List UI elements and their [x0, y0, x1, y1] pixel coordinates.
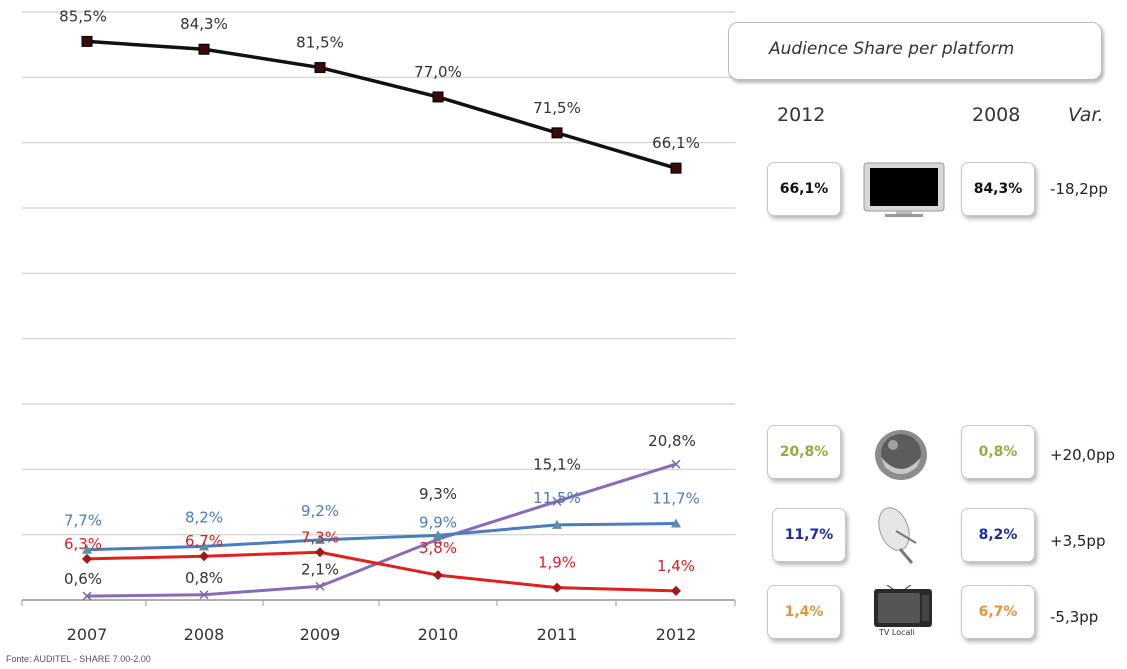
- series-line: [86, 522, 677, 552]
- row-sky-var: +20,0pp: [1050, 446, 1116, 464]
- data-label: 11,7%: [652, 490, 700, 508]
- data-point: [432, 91, 444, 103]
- series-line: [86, 39, 677, 170]
- data-label: 11,5%: [533, 489, 581, 507]
- data-label: 0,6%: [64, 570, 102, 588]
- panel-title: Audience Share per platform: [769, 39, 1015, 59]
- data-point: [315, 547, 325, 558]
- x-tick-label: 2011: [537, 625, 578, 644]
- data-point: [82, 544, 92, 554]
- row-local-var: -5,3pp: [1050, 608, 1099, 626]
- data-label: 1,4%: [657, 557, 695, 575]
- data-point: [670, 162, 682, 174]
- data-label: 2,1%: [301, 560, 339, 578]
- data-label: 7,7%: [64, 512, 102, 530]
- data-label: 84,3%: [180, 15, 228, 33]
- line-chart: 2007 2008 2009 2010 2011 2012 85,5% 84,3% 81,5% 7…: [21, 7, 736, 644]
- data-point: [199, 541, 209, 551]
- data-point: [552, 582, 562, 593]
- data-point: [81, 35, 93, 47]
- panel-title-box: Audience Share per platform: [728, 22, 1102, 80]
- series-line: [86, 462, 677, 598]
- data-label: 6,7%: [185, 532, 223, 550]
- row-tv-var: -18,2pp: [1050, 180, 1108, 198]
- data-label: 77,0%: [414, 63, 462, 81]
- data-label: 9,9%: [419, 513, 457, 531]
- series-line: [86, 550, 677, 593]
- x-tick-label: 2009: [300, 625, 341, 644]
- row-sat-var: +3,5pp: [1050, 532, 1106, 550]
- data-label: 7,3%: [301, 528, 339, 546]
- data-point: [315, 534, 325, 544]
- data-point: [671, 459, 681, 469]
- satellite-dish-icon: [870, 503, 930, 570]
- data-label: 1,9%: [538, 554, 576, 572]
- data-label: 81,5%: [296, 34, 344, 52]
- data-label: 8,2%: [185, 508, 223, 526]
- data-label: 66,1%: [652, 134, 700, 152]
- row-sky-2008: 0,8%: [961, 425, 1035, 479]
- data-label: 3,8%: [419, 539, 457, 557]
- flat-tv-icon: [863, 162, 945, 223]
- row-sat-2012: 11,7%: [772, 508, 846, 562]
- data-label: 9,3%: [419, 485, 457, 503]
- data-point: [552, 496, 562, 506]
- x-tick-label: 2007: [67, 625, 108, 644]
- row-sky-2012: 20,8%: [767, 425, 841, 479]
- data-label: 71,5%: [533, 99, 581, 117]
- data-point: [82, 591, 92, 601]
- row-tv-2008: 84,3%: [961, 162, 1035, 216]
- row-tv-2012: 66,1%: [767, 162, 841, 216]
- data-label: 15,1%: [533, 455, 581, 473]
- data-point: [671, 585, 681, 596]
- data-point: [552, 519, 562, 529]
- header-2008: 2008: [972, 104, 1021, 126]
- data-point: [433, 570, 443, 581]
- header-2012: 2012: [777, 104, 826, 126]
- source-note: Fonte: AUDITEL - SHARE 7.00-2.00: [6, 654, 151, 664]
- old-tv-caption: TV Locali: [879, 628, 915, 637]
- x-tick-label: 2010: [418, 625, 459, 644]
- data-label: 6,3%: [64, 535, 102, 553]
- data-point: [198, 43, 210, 55]
- data-label: 20,8%: [648, 432, 696, 450]
- header-var: Var.: [1068, 104, 1104, 126]
- data-label: 0,8%: [185, 569, 223, 587]
- data-point: [671, 518, 681, 528]
- row-sat-2008: 8,2%: [961, 508, 1035, 562]
- x-tick-label: 2012: [656, 625, 697, 644]
- data-point: [199, 590, 209, 600]
- data-point: [551, 127, 563, 139]
- data-point: [199, 551, 209, 562]
- row-local-2008: 6,7%: [961, 585, 1035, 639]
- data-point: [315, 581, 325, 591]
- data-label: 85,5%: [59, 7, 107, 25]
- row-local-2012: 1,4%: [767, 585, 841, 639]
- data-label: 9,2%: [301, 502, 339, 520]
- old-tv-icon: TV Locali: [873, 584, 935, 642]
- data-point: [433, 530, 443, 540]
- data-point: [82, 553, 92, 564]
- sky-decoder-icon: [871, 423, 931, 488]
- data-point: [314, 62, 326, 74]
- x-tick-label: 2008: [184, 625, 225, 644]
